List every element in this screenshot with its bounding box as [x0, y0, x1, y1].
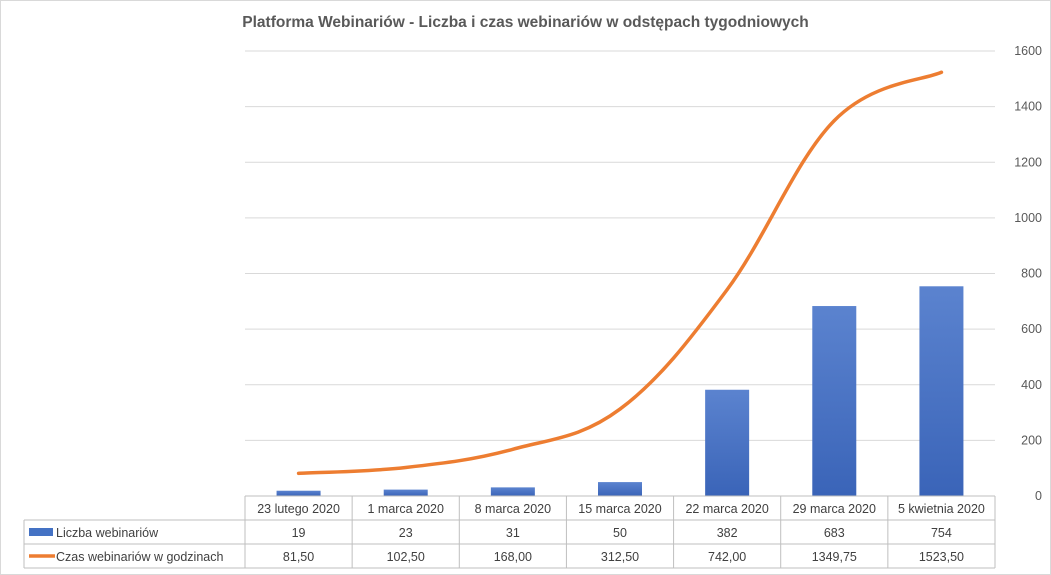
legend-label: Liczba webinariów: [56, 526, 159, 540]
line-point: [939, 70, 943, 74]
y-tick-label: 0: [1035, 489, 1042, 503]
data-label: 31: [506, 526, 520, 540]
bar: [383, 489, 428, 496]
data-label: 102,50: [387, 550, 425, 564]
x-tick-label: 29 marca 2020: [793, 502, 876, 516]
data-label: 1349,75: [812, 550, 857, 564]
line-point: [297, 471, 301, 475]
data-label: 168,00: [494, 550, 532, 564]
x-tick-label: 8 marca 2020: [475, 502, 551, 516]
legend-label: Czas webinariów w godzinach: [56, 550, 223, 564]
y-tick-label: 600: [1021, 322, 1042, 336]
bar: [598, 482, 642, 496]
data-label: 50: [613, 526, 627, 540]
data-label: 754: [931, 526, 952, 540]
bar: [705, 389, 750, 496]
y-tick-label: 800: [1021, 267, 1042, 281]
line-point: [832, 119, 836, 123]
bar: [490, 487, 535, 496]
data-label: 23: [399, 526, 413, 540]
y-tick-label: 200: [1021, 433, 1042, 447]
bar: [276, 490, 321, 496]
data-label: 683: [824, 526, 845, 540]
data-label: 1523,50: [919, 550, 964, 564]
line-point: [511, 447, 515, 451]
chart-title: Platforma Webinariów - Liczba i czas web…: [242, 14, 809, 31]
y-tick-label: 400: [1021, 378, 1042, 392]
line-point: [618, 407, 622, 411]
x-tick-label: 5 kwietnia 2020: [898, 502, 985, 516]
x-tick-label: 23 lutego 2020: [257, 502, 340, 516]
line-point: [725, 288, 729, 292]
y-tick-label: 1000: [1014, 211, 1042, 225]
bar: [812, 306, 857, 496]
bar: [919, 286, 964, 496]
y-tick-label: 1200: [1014, 155, 1042, 169]
y-tick-label: 1600: [1014, 44, 1042, 58]
y-tick-label: 1400: [1014, 100, 1042, 114]
x-tick-label: 22 marca 2020: [685, 502, 768, 516]
legend-key-bars: [29, 528, 53, 536]
data-label: 312,50: [601, 550, 639, 564]
data-label: 742,00: [708, 550, 746, 564]
line-point: [404, 465, 408, 469]
x-tick-label: 15 marca 2020: [578, 502, 661, 516]
data-label: 382: [717, 526, 738, 540]
data-label: 81,50: [283, 550, 314, 564]
x-tick-label: 1 marca 2020: [367, 502, 443, 516]
data-label: 19: [292, 526, 306, 540]
